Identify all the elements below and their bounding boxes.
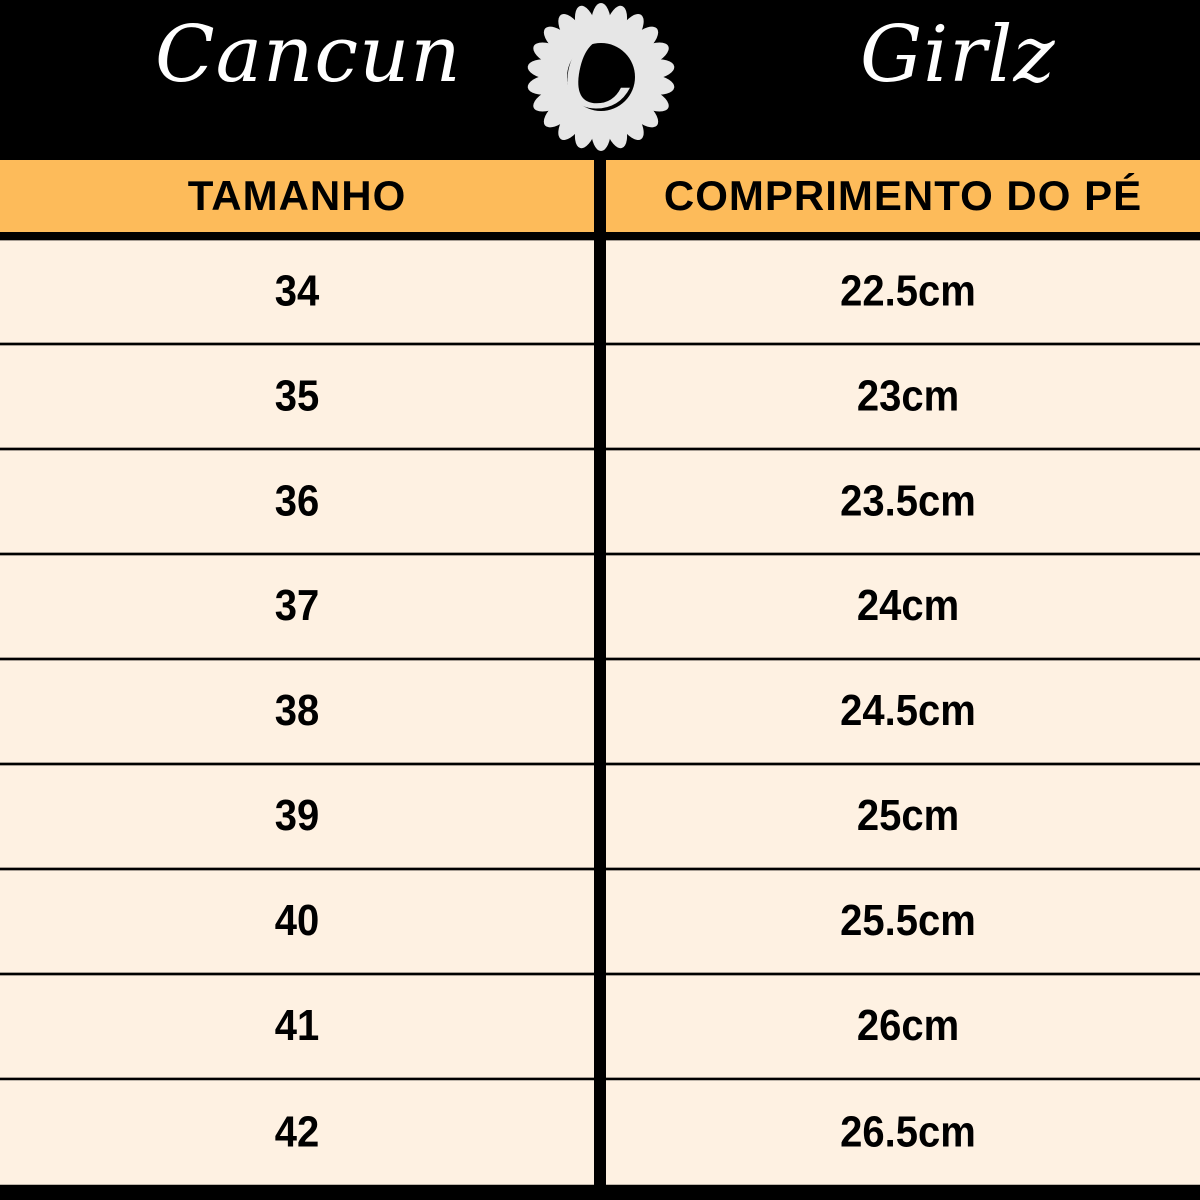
table-row: 34 22.5cm (0, 240, 1200, 343)
size-cell: 42 (0, 1080, 594, 1185)
column-header-size: TAMANHO (0, 160, 594, 232)
table-row: 38 24.5cm (0, 660, 1200, 763)
logo-letter: C (563, 14, 640, 131)
brand-logo-icon: C (527, 3, 675, 151)
table-row: 42 26.5cm (0, 1080, 1200, 1185)
size-value: 35 (274, 371, 320, 421)
logo-petal (614, 13, 644, 53)
brand-name-right: Girlz (860, 10, 1056, 100)
size-value: 34 (274, 266, 320, 316)
length-value: 23.5cm (840, 476, 976, 526)
length-value: 24.5cm (840, 686, 976, 736)
table-row: 37 24cm (0, 555, 1200, 658)
logo-petal (574, 5, 598, 49)
logo-petal (627, 42, 669, 69)
table-row: 35 23cm (0, 345, 1200, 448)
size-cell: 37 (0, 555, 594, 658)
size-cell: 36 (0, 450, 594, 553)
size-cell: 41 (0, 975, 594, 1078)
logo-petal (614, 101, 644, 141)
logo-petal (543, 94, 580, 128)
size-value: 37 (274, 581, 320, 631)
length-cell: 22.5cm (606, 240, 1200, 343)
length-value: 23cm (856, 371, 960, 421)
length-cell: 26.5cm (606, 1080, 1200, 1185)
logo-petal (533, 42, 575, 69)
length-cell: 24cm (606, 555, 1200, 658)
column-header-foot-length: COMPRIMENTO DO PÉ (606, 160, 1200, 232)
length-cell: 25cm (606, 765, 1200, 868)
table-row: 36 23.5cm (0, 450, 1200, 553)
logo-petal (533, 85, 575, 112)
length-cell: 24.5cm (606, 660, 1200, 763)
length-value: 22.5cm (840, 266, 976, 316)
brand-name-left: Cancun (155, 10, 462, 100)
size-cell: 40 (0, 870, 594, 973)
size-value: 41 (274, 1001, 320, 1051)
length-value: 26.5cm (840, 1107, 976, 1157)
length-value: 25cm (856, 791, 960, 841)
logo-petal (558, 13, 588, 53)
length-cell: 23cm (606, 345, 1200, 448)
logo-petal (627, 85, 669, 112)
size-cell: 39 (0, 765, 594, 868)
length-value: 26cm (856, 1001, 960, 1051)
size-cell: 35 (0, 345, 594, 448)
length-cell: 26cm (606, 975, 1200, 1078)
length-cell: 23.5cm (606, 450, 1200, 553)
table-row: 39 25cm (0, 765, 1200, 868)
length-cell: 25.5cm (606, 870, 1200, 973)
size-value: 38 (274, 686, 320, 736)
size-table: TAMANHO COMPRIMENTO DO PÉ 34 22.5cm 35 23cm… (0, 160, 1200, 1185)
size-value: 40 (274, 896, 320, 946)
logo-petal (622, 26, 659, 60)
size-value: 42 (274, 1107, 320, 1157)
table-row: 41 26cm (0, 975, 1200, 1078)
length-value: 24cm (856, 581, 960, 631)
logo-petal (622, 94, 659, 128)
logo-petal (558, 101, 588, 141)
length-value: 25.5cm (840, 896, 976, 946)
size-value: 39 (274, 791, 320, 841)
logo-petal (543, 26, 580, 60)
brand-header: Cancun C Girlz (0, 0, 1200, 160)
table-header-row: TAMANHO COMPRIMENTO DO PÉ (0, 160, 1200, 232)
table-row: 40 25.5cm (0, 870, 1200, 973)
size-cell: 38 (0, 660, 594, 763)
size-value: 36 (274, 476, 320, 526)
size-cell: 34 (0, 240, 594, 343)
